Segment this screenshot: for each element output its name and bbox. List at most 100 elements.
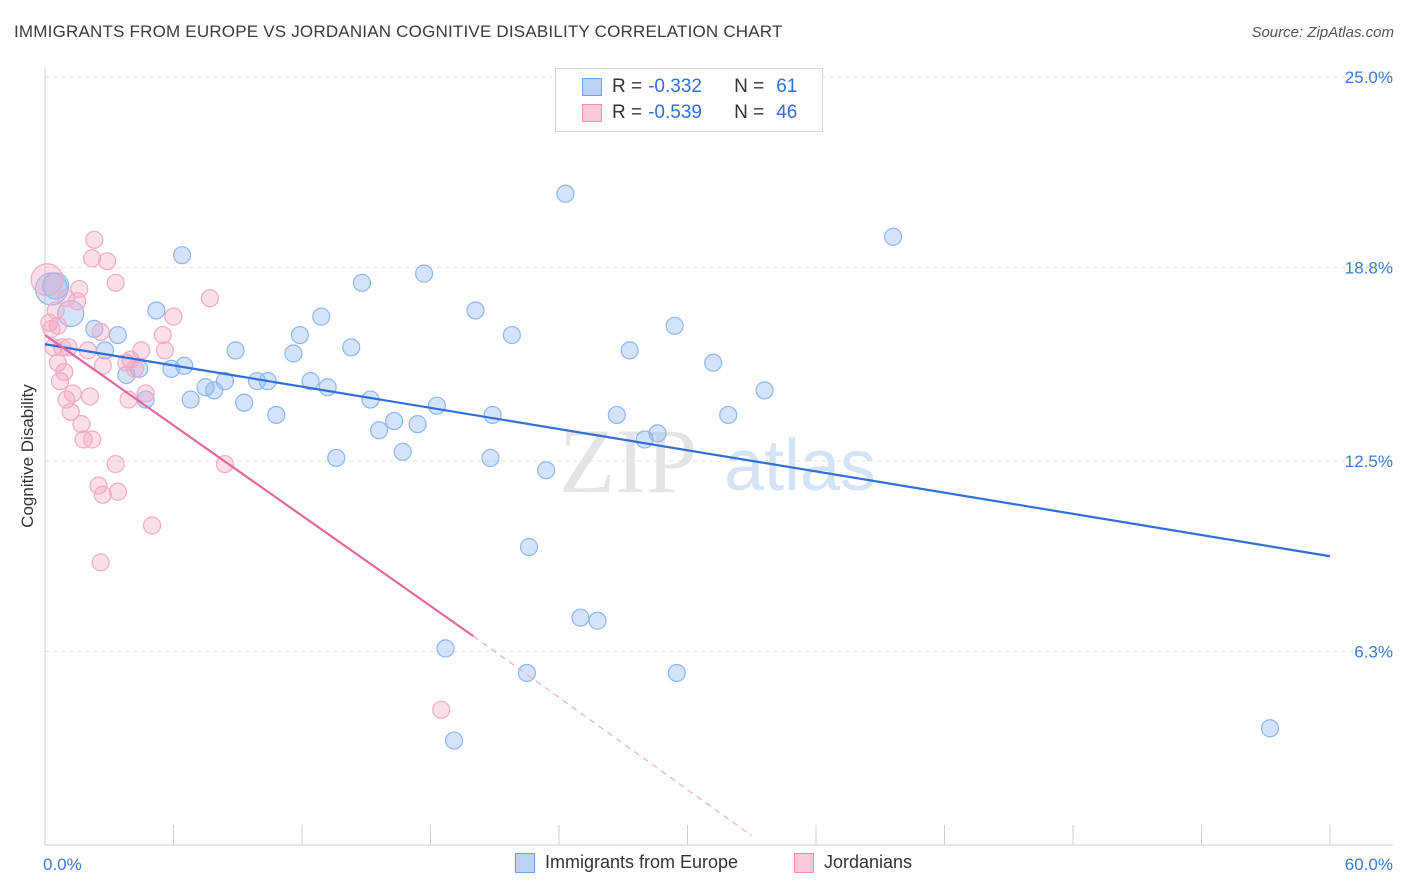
y-tick-label: 18.8% (1345, 258, 1393, 277)
point-jordanians (48, 316, 67, 335)
point-europe (436, 639, 455, 658)
point-jordanians (164, 307, 183, 326)
point-europe (755, 381, 774, 400)
point-jordanians (83, 430, 102, 449)
legend-swatch-europe (582, 78, 602, 96)
legend-r-value: -0.332 (648, 76, 702, 97)
grid (45, 76, 1393, 652)
point-europe (215, 372, 234, 391)
legend-swatch-europe (515, 852, 535, 873)
point-jordanians (132, 341, 151, 360)
point-europe (414, 264, 434, 283)
point-jordanians (155, 341, 175, 360)
point-europe (42, 272, 70, 300)
y-tick-label: 12.5% (1345, 452, 1393, 471)
x-tick-label: 0.0% (43, 855, 82, 874)
point-jordanians (93, 485, 112, 504)
point-europe (607, 405, 626, 425)
point-jordanians (80, 387, 100, 406)
point-europe (466, 301, 485, 320)
point-europe (427, 396, 447, 415)
point-jordanians (136, 384, 155, 403)
point-jordanians (72, 415, 91, 434)
point-europe (290, 325, 309, 345)
point-europe (284, 344, 303, 363)
point-jordanians (46, 301, 65, 320)
point-jordanians (91, 322, 110, 342)
tick-labels: 6.3% 12.5% 18.8% 25.0% 0.0% 60.0% (43, 68, 1393, 874)
axes (44, 68, 1393, 846)
stats-legend: R = -0.332 N = 61 R = -0.539 N = 46 (555, 68, 823, 132)
point-jordanians (91, 553, 110, 572)
point-europe (588, 611, 607, 630)
point-europe (267, 405, 286, 425)
point-jordanians (70, 279, 89, 299)
point-europe (408, 415, 427, 434)
watermark-zip: ZIP (559, 410, 697, 512)
point-europe (704, 353, 723, 372)
legend-r-label: R = (612, 102, 643, 123)
point-jordanians (89, 476, 108, 495)
point-europe (327, 448, 346, 468)
point-jordanians (106, 454, 125, 474)
x-tick-label: 60.0% (1345, 855, 1393, 874)
point-europe (665, 316, 684, 335)
legend-label-europe: Immigrants from Europe (545, 852, 739, 872)
point-jordanians (50, 372, 70, 391)
y-tick-label: 25.0% (1345, 68, 1393, 87)
point-europe (172, 246, 192, 265)
point-europe (342, 338, 361, 357)
point-europe (719, 405, 738, 425)
legend-row-europe: R = -0.332 N = 61 (582, 76, 797, 98)
point-europe (620, 341, 639, 360)
point-europe (483, 405, 502, 425)
point-europe (370, 421, 389, 440)
point-europe (318, 378, 337, 397)
point-europe (108, 325, 127, 345)
point-jordanians (125, 359, 145, 378)
point-jordanians (106, 273, 125, 292)
legend-r-label: R = (612, 76, 643, 97)
trend-line-europe (44, 343, 1331, 558)
point-jordanians (57, 289, 76, 308)
point-europe (312, 307, 331, 326)
legend-item-jordanians[interactable]: Jordanians (794, 852, 912, 873)
point-jordanians (63, 384, 82, 403)
point-europe (352, 273, 372, 292)
legend-swatch-jordanians (582, 104, 602, 122)
watermark-atlas: atlas (724, 426, 876, 506)
point-jordanians (200, 289, 220, 308)
point-jordanians (108, 482, 127, 501)
point-jordanians (153, 325, 172, 345)
point-jordanians (83, 249, 102, 268)
point-jordanians (61, 402, 80, 421)
point-europe (95, 341, 115, 360)
point-europe (444, 731, 464, 750)
point-jordanians (98, 252, 117, 271)
legend-n-label: N = (734, 102, 765, 123)
series-legend: Immigrants from Europe Jordanians (0, 852, 1406, 878)
point-europe (147, 301, 166, 320)
legend-item-europe[interactable]: Immigrants from Europe (515, 852, 738, 873)
y-tick-label: 6.3% (1354, 642, 1393, 661)
point-europe (226, 341, 245, 360)
point-jordanians (55, 362, 74, 382)
point-europe (481, 448, 500, 468)
point-europe (301, 372, 320, 391)
point-jordanians (93, 356, 112, 375)
point-europe (393, 442, 412, 461)
trend-extension-jordanians (472, 635, 753, 837)
legend-r-value: -0.539 (648, 102, 702, 123)
point-europe (517, 663, 536, 683)
point-europe (519, 537, 539, 557)
point-europe (883, 227, 903, 246)
point-europe (556, 184, 575, 203)
chart-title: IMMIGRANTS FROM EUROPE VS JORDANIAN COGN… (14, 22, 783, 41)
point-jordanians (142, 516, 162, 535)
point-europe (181, 390, 200, 409)
trend-line-jordanians (44, 334, 474, 638)
point-europe (537, 461, 556, 480)
point-europe (235, 393, 254, 412)
point-europe (648, 424, 667, 443)
